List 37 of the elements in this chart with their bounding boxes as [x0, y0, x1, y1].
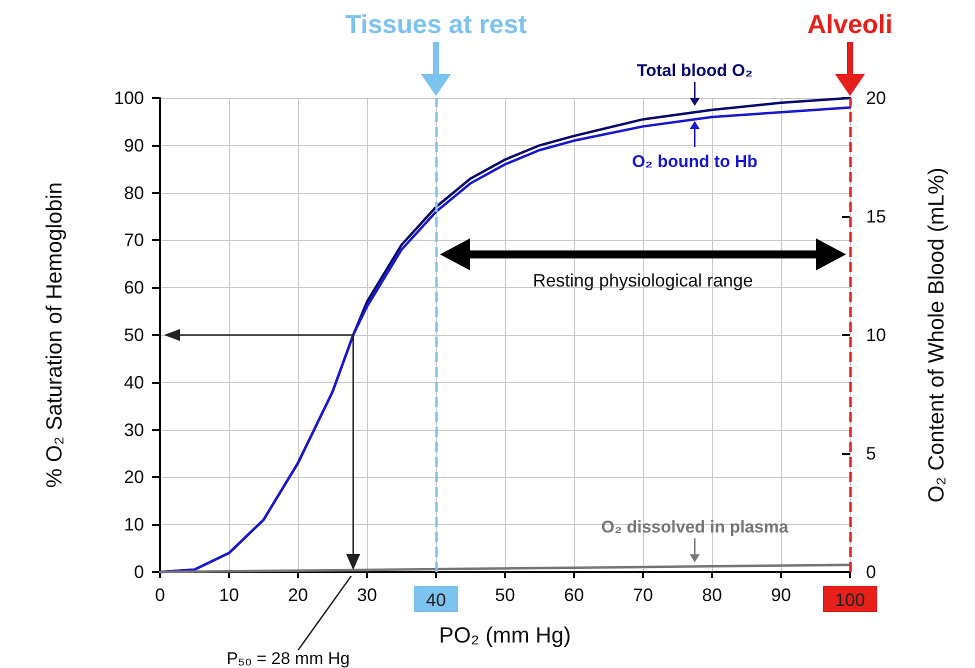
ref-line-label: Tissues at rest — [345, 9, 528, 39]
y-tick-label: 30 — [124, 420, 144, 440]
x-tick-label: 80 — [702, 585, 722, 605]
series-label: Total blood O₂ — [636, 60, 753, 80]
x-tick-label: 100 — [834, 590, 866, 610]
annotation: P₅₀ = 28 mm Hg — [226, 649, 350, 668]
y-tick-label: 80 — [124, 182, 144, 203]
y-tick-label: 70 — [124, 230, 144, 250]
x-tick-label: 90 — [770, 585, 792, 605]
ref-line-label: Alveoli — [807, 9, 893, 39]
y-tick-label: 90 — [124, 135, 144, 156]
x-tick-label: 10 — [218, 585, 240, 605]
y-tick-label: 60 — [124, 278, 144, 298]
x-tick-label: 30 — [356, 585, 378, 605]
y-tick-label: 20 — [124, 467, 144, 488]
x-axis-title: PO₂ (mm Hg) — [439, 622, 571, 648]
annotation: Resting physiological range — [532, 270, 754, 290]
y2-tick-label: 20 — [866, 88, 886, 108]
y-tick-label: 40 — [124, 372, 144, 392]
y2-tick-label: 15 — [866, 206, 886, 226]
y-tick-label: 100 — [114, 88, 144, 108]
x-tick-label: 50 — [494, 585, 516, 605]
y2-axis-title: O₂ Content of Whole Blood (mL%) — [924, 167, 948, 503]
y2-tick-label: 5 — [866, 444, 876, 464]
x-tick-label: 60 — [564, 585, 584, 605]
y-axis-title: % O₂ Saturation of Hemoglobin — [42, 182, 66, 488]
y2-tick-label: 10 — [866, 325, 886, 345]
series-label: O₂ dissolved in plasma — [601, 517, 789, 536]
x-tick-label: 40 — [426, 590, 446, 610]
y-tick-label: 50 — [124, 325, 144, 345]
x-tick-label: 0 — [154, 585, 166, 605]
y2-tick-label: 0 — [866, 562, 876, 582]
x-tick-label: 20 — [288, 585, 308, 605]
legend-label: O₂ bound to Hb — [632, 152, 758, 171]
y-tick-label: 0 — [134, 562, 144, 582]
x-tick-label: 70 — [632, 585, 654, 605]
y-tick-label: 10 — [124, 514, 144, 535]
